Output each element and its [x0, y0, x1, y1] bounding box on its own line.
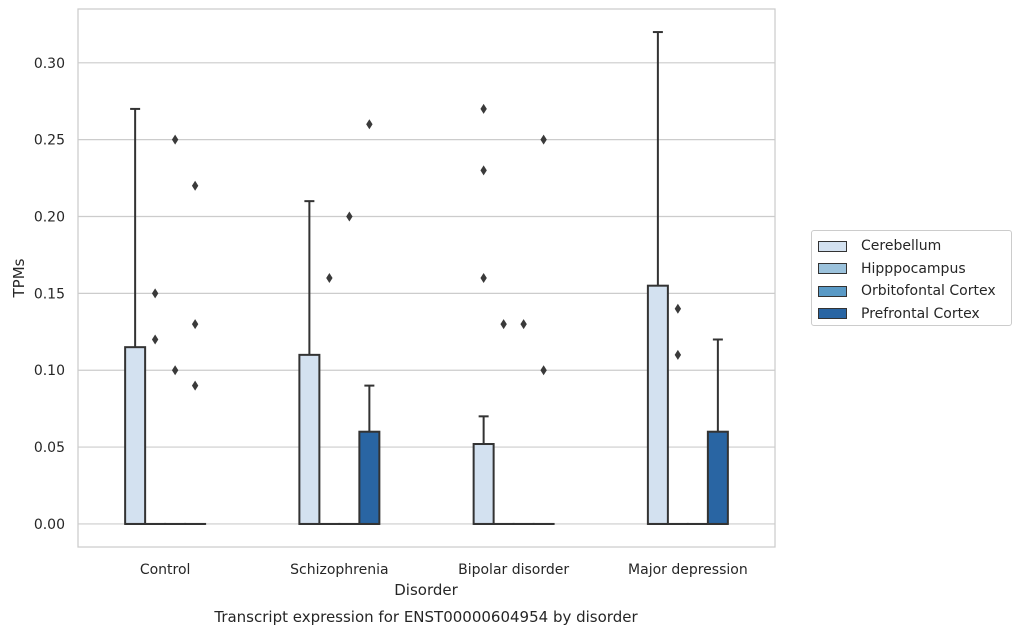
- outlier-point: [191, 380, 199, 391]
- x-tick-label: Control: [140, 562, 191, 578]
- x-tick-label: Schizophrenia: [290, 562, 388, 578]
- outlier-point: [540, 134, 547, 145]
- plot-area: [77, 8, 776, 548]
- box: [706, 430, 729, 525]
- box: [646, 284, 669, 525]
- outlier-point: [500, 319, 507, 330]
- outlier-point: [674, 349, 682, 360]
- legend-item-orbitofrontal-cortex: Orbitofontal Cortex: [818, 280, 1005, 303]
- y-tick-labels: 0.00 0.05 0.10 0.15 0.20 0.25 0.30: [34, 56, 65, 533]
- outlier-point: [674, 303, 682, 314]
- y-tick-label: 0.15: [34, 286, 65, 302]
- outlier-point: [171, 134, 179, 145]
- legend-item-prefrontal-cortex: Prefrontal Cortex: [818, 303, 1005, 326]
- y-tick-label: 0.00: [34, 517, 65, 533]
- outlier-point: [151, 334, 159, 345]
- x-tick-label: Major depression: [628, 562, 748, 578]
- outlier-point: [366, 119, 373, 130]
- x-tick-labels: Control Schizophrenia Bipolar disorder Majo…: [140, 562, 748, 578]
- outlier-point: [326, 273, 333, 283]
- legend-swatch: [818, 263, 847, 275]
- legend-swatch: [818, 285, 847, 297]
- legend-label: Orbitofontal Cortex: [861, 283, 996, 300]
- legend-swatch: [818, 308, 847, 320]
- outlier-point: [520, 319, 527, 330]
- legend-label: Prefrontal Cortex: [861, 305, 980, 322]
- box: [298, 353, 321, 525]
- outlier-point: [191, 180, 199, 191]
- legend-item-cerebellum: Cerebellum: [818, 235, 1005, 258]
- outlier-point: [151, 288, 159, 299]
- outlier-point: [540, 365, 547, 376]
- box: [358, 430, 381, 525]
- boxes: [124, 31, 729, 525]
- y-tick-label: 0.30: [34, 56, 65, 72]
- chart-title: Transcript expression for ENST0000060495…: [213, 608, 638, 626]
- y-axis-label: TPMs: [10, 258, 28, 298]
- y-tick-label: 0.20: [34, 210, 65, 226]
- box: [472, 443, 495, 525]
- outlier-point: [480, 103, 487, 114]
- x-tick-label: Bipolar disorder: [458, 562, 569, 578]
- outlier-point: [346, 211, 353, 222]
- box: [124, 346, 147, 525]
- outlier-point: [480, 165, 487, 176]
- legend-swatch: [818, 240, 847, 252]
- legend-label: Hipppocampus: [861, 260, 966, 277]
- x-axis-label: Disorder: [394, 581, 458, 599]
- y-tick-label: 0.25: [34, 133, 65, 149]
- outlier-point: [480, 273, 487, 283]
- outlier-point: [171, 365, 179, 376]
- outlier-point: [191, 319, 199, 330]
- y-tick-label: 0.10: [34, 363, 65, 379]
- legend-item-hippocampus: Hipppocampus: [818, 258, 1005, 281]
- y-tick-label: 0.05: [34, 440, 65, 456]
- legend-label: Cerebellum: [861, 238, 942, 255]
- legend: Cerebellum Hipppocampus Orbitofontal Cor…: [811, 230, 1012, 326]
